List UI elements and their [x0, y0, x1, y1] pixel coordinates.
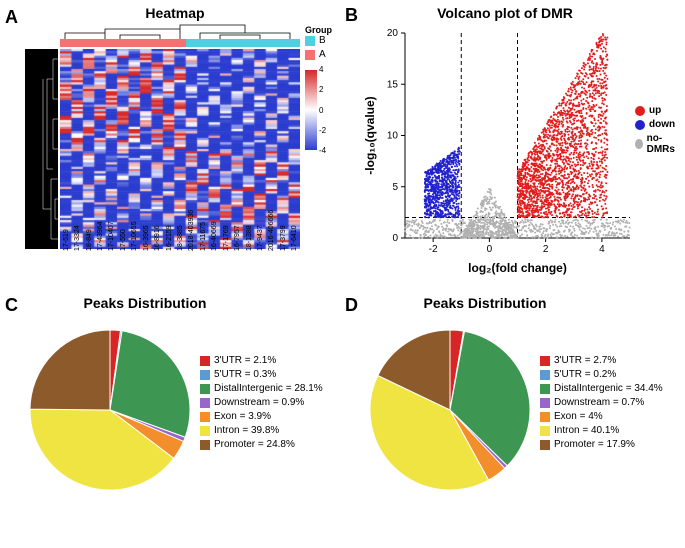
- pie-legend-item: Downstream = 0.9%: [200, 397, 323, 408]
- sample-label: 17-3799: [280, 225, 287, 251]
- sample-label: 16-7957: [234, 225, 241, 251]
- legend-nodmr: no-DMRs: [647, 133, 680, 155]
- pie-legend-item: Exon = 4%: [540, 411, 663, 422]
- pie-c-title: Peaks Distribution: [45, 295, 245, 311]
- colorbar: [305, 70, 317, 150]
- sample-label: 17-10655: [131, 221, 138, 251]
- sample-label: 17-519: [63, 229, 70, 251]
- sample-label: 18-3885: [177, 225, 184, 251]
- sample-label: 17-10407: [108, 221, 115, 251]
- sample-label: 16-8916: [154, 225, 161, 251]
- svg-text:0: 0: [487, 244, 493, 255]
- pie-c-legend: 3'UTR = 2.1% 5'UTR = 0.3% DistalIntergenic…: [200, 355, 323, 453]
- sample-label: 2018-403936: [188, 210, 195, 251]
- panel-d-label: D: [345, 295, 358, 316]
- pie-chart-c: [25, 325, 195, 495]
- panel-c: C Peaks Distribution 3'UTR = 2.1% 5'UTR =…: [5, 295, 340, 543]
- svg-text:10: 10: [387, 131, 399, 142]
- volcano-legend: up down no-DMRs: [635, 105, 680, 158]
- group-legend: Group B A: [305, 25, 332, 63]
- colorbar-ticks: 4 2 0 -2 -4: [319, 65, 326, 155]
- svg-text:2: 2: [543, 244, 549, 255]
- pie-legend-item: DistalIntergenic = 28.1%: [200, 383, 323, 394]
- pie-legend-item: Intron = 39.8%: [200, 425, 323, 436]
- sample-label: 17-11675: [200, 222, 207, 251]
- group-b-label: B: [319, 35, 326, 46]
- dendrogram-left: [25, 49, 58, 249]
- legend-down: down: [649, 119, 675, 130]
- pie-legend-item: Intron = 40.1%: [540, 425, 663, 436]
- sample-label: 16-2159: [166, 225, 173, 251]
- panel-b-label: B: [345, 5, 358, 26]
- sample-label: 17-9437: [257, 225, 264, 251]
- group-a-label: A: [319, 49, 326, 60]
- sample-label: 17-550: [120, 229, 127, 251]
- svg-text:15: 15: [387, 79, 399, 90]
- pie-legend-item: 3'UTR = 2.7%: [540, 355, 663, 366]
- sample-label: 17-1769: [223, 225, 230, 251]
- pie-legend-item: Exon = 3.9%: [200, 411, 323, 422]
- heatmap-body: [60, 49, 300, 249]
- svg-text:5: 5: [392, 182, 398, 193]
- sample-label: 17-6410: [291, 225, 298, 251]
- svg-text:20: 20: [387, 28, 399, 39]
- sample-label: 18-1388: [246, 225, 253, 251]
- volcano-title: Volcano plot of DMR: [385, 5, 625, 21]
- pie-legend-item: 3'UTR = 2.1%: [200, 355, 323, 366]
- sample-label: 16-3965: [143, 225, 150, 251]
- sample-label: 18-849: [86, 229, 93, 251]
- sample-label: 2016-406666: [268, 210, 275, 251]
- pie-legend-item: DistalIntergenic = 34.4%: [540, 383, 663, 394]
- panel-b: B Volcano plot of DMR -2 0 2 4 0 5 10 15 20 log₂(…: [345, 5, 680, 283]
- pie-legend-item: Downstream = 0.7%: [540, 397, 663, 408]
- volcano-plot: -2 0 2 4 0 5 10 15 20 log₂(fold change) -log₁₀(qva…: [360, 23, 640, 278]
- group-legend-title: Group: [305, 25, 332, 35]
- heatmap-title: Heatmap: [65, 5, 285, 21]
- panel-a-label: A: [5, 7, 18, 28]
- panel-a: A Heatmap 17-51917-332418-84917-4396417-…: [5, 5, 340, 283]
- pie-d-title: Peaks Distribution: [385, 295, 585, 311]
- svg-text:-2: -2: [429, 244, 438, 255]
- pie-legend-item: Promoter = 17.9%: [540, 439, 663, 450]
- panel-c-label: C: [5, 295, 18, 316]
- pie-legend-item: 5'UTR = 0.3%: [200, 369, 323, 380]
- svg-text:0: 0: [392, 233, 398, 244]
- svg-text:log₂(fold change): log₂(fold change): [468, 261, 567, 275]
- dendrogram-top: [60, 21, 300, 39]
- svg-text:4: 4: [599, 244, 605, 255]
- svg-text:-log₁₀(qvalue): -log₁₀(qvalue): [363, 96, 377, 174]
- sample-label: 17-43964: [97, 221, 104, 251]
- pie-legend-item: Promoter = 24.8%: [200, 439, 323, 450]
- sample-label: 16-40669: [211, 221, 218, 251]
- pie-d-legend: 3'UTR = 2.7% 5'UTR = 0.2% DistalIntergenic…: [540, 355, 663, 453]
- pie-chart-d: [365, 325, 535, 495]
- sample-labels: 17-51917-332418-84917-4396417-1040717-55…: [60, 251, 300, 281]
- legend-up: up: [649, 105, 661, 116]
- pie-legend-item: 5'UTR = 0.2%: [540, 369, 663, 380]
- group-bar: [60, 39, 300, 47]
- sample-label: 17-3324: [74, 225, 81, 251]
- panel-d: D Peaks Distribution 3'UTR = 2.7% 5'UTR =…: [345, 295, 680, 543]
